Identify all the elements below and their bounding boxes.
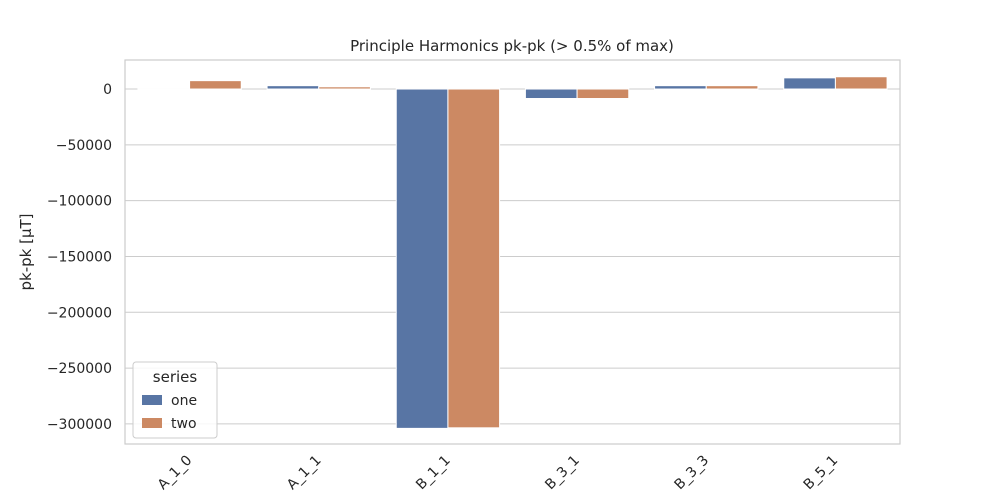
bars bbox=[137, 76, 888, 429]
x-tick-label: A_1_0 bbox=[155, 453, 196, 494]
bar-two-b-5-1 bbox=[834, 76, 888, 90]
grid bbox=[125, 88, 900, 425]
bar-two-a-1-1 bbox=[318, 86, 371, 90]
bar-one-b-1-1 bbox=[395, 88, 449, 429]
bar-one-b-3-3 bbox=[654, 85, 707, 90]
x-tick-label: A_1_1 bbox=[284, 453, 325, 494]
x-tick-labels: A_1_0 A_1_1 B_1_1 B_3_1 B_3_3 B_5_1 bbox=[155, 453, 841, 494]
chart-title: Principle Harmonics pk-pk (> 0.5% of max… bbox=[350, 37, 674, 55]
bar-two-b-3-3 bbox=[705, 85, 759, 90]
y-tick-label: −250000 bbox=[47, 361, 112, 377]
bar-two-b-1-1 bbox=[447, 88, 501, 429]
legend-swatch-one bbox=[142, 395, 162, 405]
y-tick-labels: 0 −50000 −100000 −150000 −200000 −250000 −3000… bbox=[47, 82, 112, 433]
bar-one-b-5-1 bbox=[783, 77, 836, 90]
y-axis-label: pk-pk [µT] bbox=[17, 213, 35, 290]
x-tick-label: B_3_3 bbox=[671, 453, 712, 494]
y-tick-label: −200000 bbox=[47, 305, 112, 321]
y-tick-label: −50000 bbox=[56, 138, 112, 154]
x-tick-label: B_1_1 bbox=[413, 453, 454, 494]
bar-two-a-1-0 bbox=[189, 80, 242, 90]
bar-one-b-3-1 bbox=[524, 88, 578, 100]
x-tick-label: B_3_1 bbox=[542, 453, 583, 494]
legend-label-one: one bbox=[171, 393, 197, 409]
legend-title: series bbox=[153, 368, 198, 386]
bar-one-a-1-1 bbox=[266, 85, 320, 90]
legend-swatch-two bbox=[142, 418, 162, 428]
x-tick-label: B_5_1 bbox=[801, 453, 842, 494]
bar-two-b-3-1 bbox=[576, 88, 630, 100]
y-tick-label: −150000 bbox=[47, 249, 112, 265]
plot-frame bbox=[124, 59, 901, 445]
legend: series one two bbox=[132, 361, 218, 439]
y-tick-label: −100000 bbox=[47, 194, 112, 210]
y-tick-label: −300000 bbox=[47, 417, 112, 433]
y-tick-label: 0 bbox=[103, 82, 112, 98]
bar-one-a-1-0 bbox=[137, 88, 191, 91]
legend-label-two: two bbox=[171, 416, 197, 432]
